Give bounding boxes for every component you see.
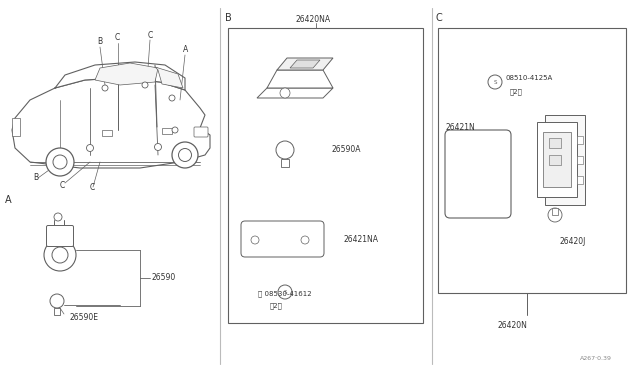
Circle shape xyxy=(301,236,309,244)
Text: 26420NA: 26420NA xyxy=(295,16,330,25)
Bar xyxy=(12,118,20,136)
Text: ＼2＾: ＼2＾ xyxy=(270,303,283,309)
Bar xyxy=(549,155,561,165)
Text: A: A xyxy=(5,195,12,205)
Text: C: C xyxy=(60,180,65,189)
Circle shape xyxy=(488,75,502,89)
Text: 26420J: 26420J xyxy=(560,237,586,247)
Polygon shape xyxy=(12,78,210,168)
Bar xyxy=(281,159,289,167)
Text: 08510-4125A: 08510-4125A xyxy=(505,75,552,81)
FancyBboxPatch shape xyxy=(47,225,74,247)
Polygon shape xyxy=(267,70,333,88)
Text: C: C xyxy=(90,183,95,192)
Circle shape xyxy=(52,247,68,263)
Circle shape xyxy=(278,285,292,299)
Text: Ⓢ 08530-41612: Ⓢ 08530-41612 xyxy=(258,291,312,297)
Text: 26421N: 26421N xyxy=(445,124,475,132)
Circle shape xyxy=(154,144,161,151)
Text: A: A xyxy=(183,45,188,55)
Text: 26420N: 26420N xyxy=(498,321,528,330)
FancyBboxPatch shape xyxy=(445,130,511,218)
Text: A267⋅0.39: A267⋅0.39 xyxy=(580,356,612,360)
Circle shape xyxy=(50,294,64,308)
FancyBboxPatch shape xyxy=(194,127,208,137)
Polygon shape xyxy=(277,58,333,70)
Circle shape xyxy=(102,85,108,91)
Circle shape xyxy=(54,213,62,221)
Bar xyxy=(577,156,583,164)
Bar xyxy=(162,128,172,134)
Bar xyxy=(577,176,583,184)
Bar xyxy=(438,28,626,293)
Text: 26590A: 26590A xyxy=(332,145,362,154)
Text: B: B xyxy=(97,38,102,46)
Bar xyxy=(537,122,577,197)
Bar xyxy=(543,132,571,187)
Text: C: C xyxy=(115,33,120,42)
Polygon shape xyxy=(95,63,158,85)
Bar xyxy=(545,115,585,205)
Circle shape xyxy=(169,95,175,101)
Bar xyxy=(577,136,583,144)
Bar xyxy=(549,138,561,148)
Bar xyxy=(102,130,112,136)
Bar xyxy=(228,28,423,323)
Text: C: C xyxy=(436,13,443,23)
Circle shape xyxy=(172,127,178,133)
Text: B: B xyxy=(225,13,232,23)
Circle shape xyxy=(548,208,562,222)
Circle shape xyxy=(86,144,93,151)
Bar xyxy=(54,308,60,315)
Polygon shape xyxy=(155,67,183,88)
Circle shape xyxy=(142,82,148,88)
Text: S: S xyxy=(284,289,287,295)
Text: 26421NA: 26421NA xyxy=(344,235,379,244)
Text: B: B xyxy=(33,173,38,183)
Circle shape xyxy=(280,88,290,98)
Polygon shape xyxy=(290,60,320,68)
Text: 26590E: 26590E xyxy=(70,312,99,321)
Circle shape xyxy=(44,239,76,271)
Circle shape xyxy=(46,148,74,176)
Circle shape xyxy=(276,141,294,159)
Circle shape xyxy=(172,142,198,168)
Text: S: S xyxy=(493,80,497,84)
Text: ＼2＾: ＼2＾ xyxy=(510,89,523,95)
Circle shape xyxy=(53,155,67,169)
Circle shape xyxy=(179,148,191,161)
Text: 26590: 26590 xyxy=(152,273,176,282)
FancyBboxPatch shape xyxy=(241,221,324,257)
Bar xyxy=(552,208,558,215)
Polygon shape xyxy=(257,88,333,98)
Polygon shape xyxy=(55,62,185,90)
Text: C: C xyxy=(148,31,153,39)
Circle shape xyxy=(251,236,259,244)
